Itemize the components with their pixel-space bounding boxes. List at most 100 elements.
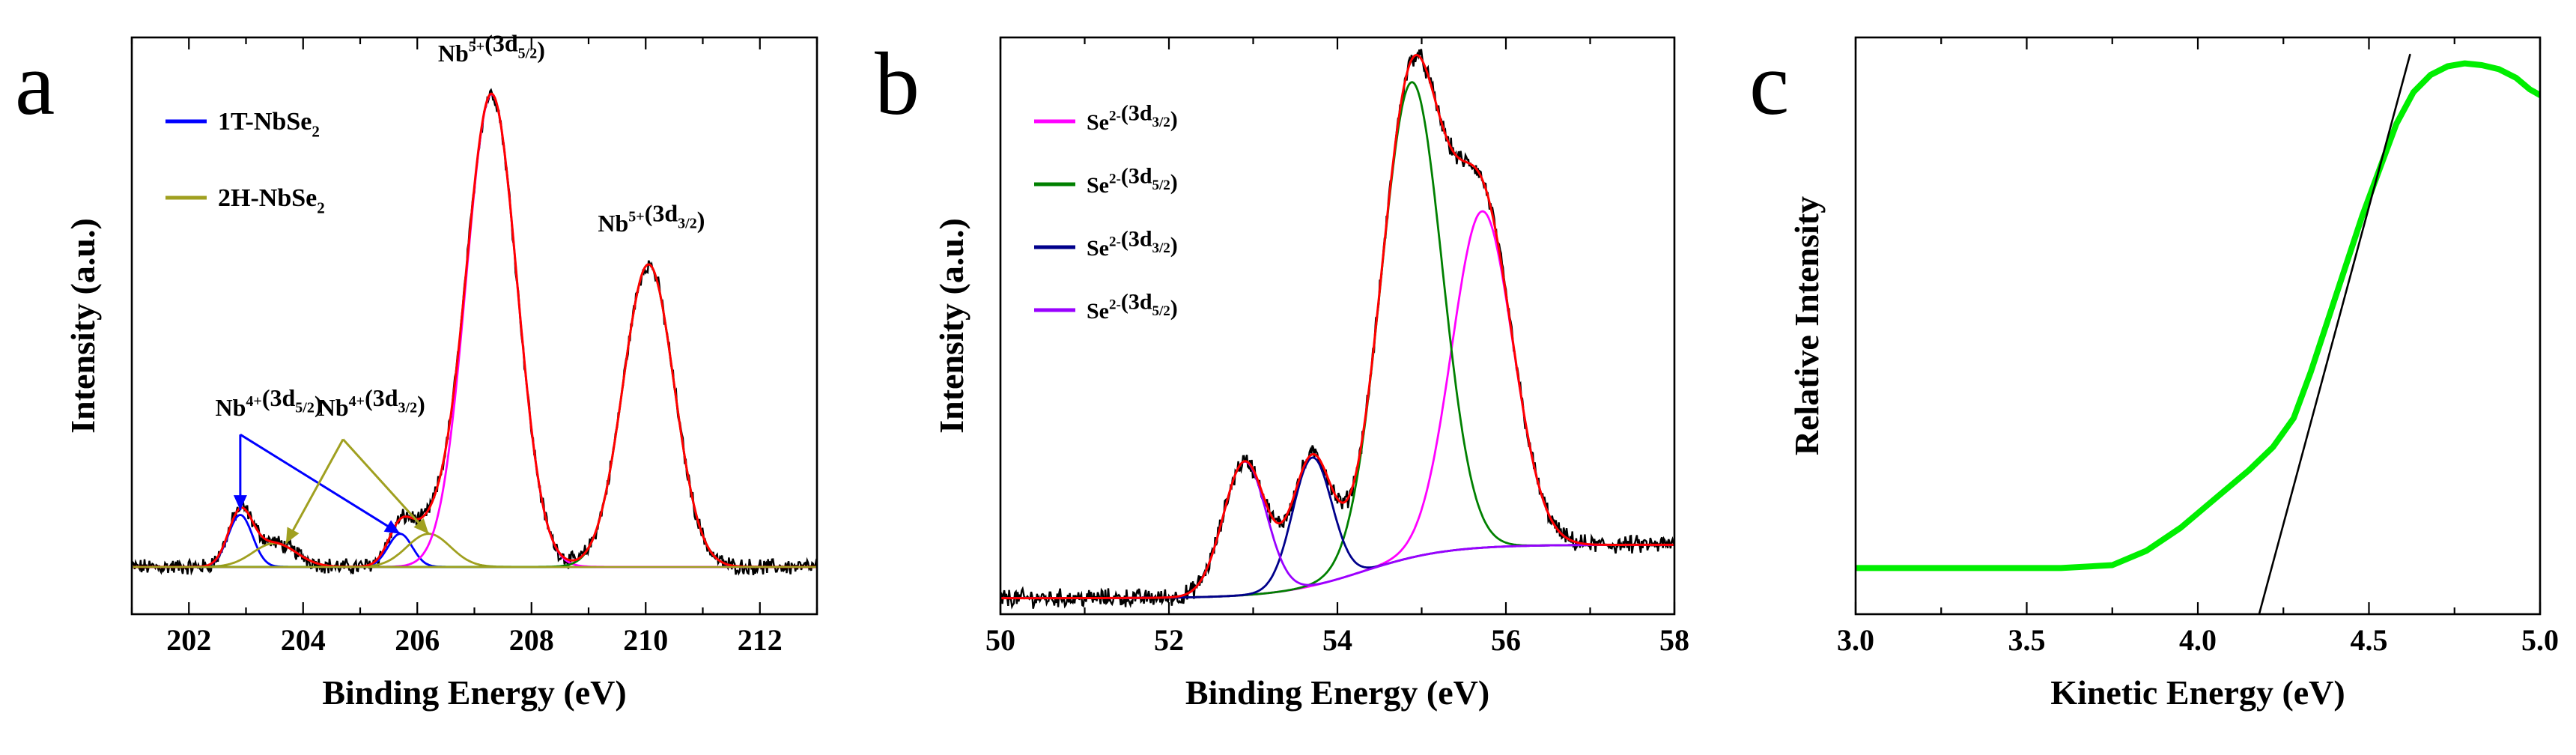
plot-area (1856, 53, 2540, 614)
annotation-arrowhead-2 (383, 520, 401, 534)
peak-annotation-4: Nb4+(3d3/2) (318, 384, 425, 421)
legend-label-4-part: Se (1087, 299, 1109, 324)
series-line-spectrum (1856, 60, 2540, 571)
legend-label-3-part: (3d (1121, 226, 1152, 251)
x-tick-label: 212 (738, 623, 783, 657)
peak-annotation-1-part: 5/2 (518, 45, 538, 61)
peak-annotation-3-part: ) (315, 391, 323, 418)
peak-annotation-2-part: (3d (645, 200, 678, 227)
peak-annotation-4-part: Nb (318, 394, 349, 421)
legend-label-2-part: 5/2 (1152, 178, 1170, 193)
legend-label-1-part: 3/2 (1152, 115, 1170, 130)
legend-label-4-part: 5/2 (1152, 303, 1170, 319)
x-tick-label: 50 (985, 623, 1015, 657)
x-tick-label: 4.0 (2179, 623, 2217, 657)
peak-annotation-2-part: 3/2 (678, 216, 697, 232)
peak-annotation-3-part: 4+ (246, 393, 261, 410)
peak-annotation-1-part: 5+ (469, 38, 484, 55)
annotation-arrow-3 (285, 438, 344, 545)
legend-label-1-part: 2 (312, 123, 320, 141)
legend-label-1-part: (3d (1121, 100, 1152, 125)
component-peak-3 (1000, 456, 1674, 599)
peak-annotation-4-part: ) (417, 391, 425, 418)
legend-label-3-part: 3/2 (1152, 240, 1170, 256)
series-line-fit (132, 92, 817, 568)
axes-frame (1854, 36, 2542, 616)
series-line-tangent (2258, 53, 2411, 614)
peak-annotation-3-part: 5/2 (295, 400, 315, 416)
x-axis-title: Binding Energy (eV) (322, 673, 626, 712)
peak-annotation-4-part: 3/2 (398, 400, 418, 416)
y-axis-title: Relative Intensity (1787, 196, 1826, 455)
series-line-raw (132, 88, 817, 576)
peak-annotation-1: Nb5+(3d5/2) (438, 29, 545, 66)
legend-label-2-part: 2H-NbSe (218, 184, 317, 212)
x-tick-label: 54 (1322, 623, 1352, 657)
peak-annotation-2: Nb5+(3d3/2) (598, 200, 705, 237)
legend-label-3-part: 2- (1109, 234, 1121, 249)
plot-area (1000, 49, 1674, 610)
peak-annotation-4-part: (3d (365, 384, 398, 411)
x-tick-label: 4.5 (2351, 623, 2388, 657)
panel-letter: a (15, 34, 55, 133)
peak-annotation-1-part: ) (537, 36, 545, 63)
x-tick-label: 204 (281, 623, 326, 657)
legend-label-1-part: Se (1087, 110, 1109, 135)
legend-label-4-part: (3d (1121, 289, 1152, 314)
component-peak-1 (132, 514, 817, 568)
legend-label-2: 2H-NbSe2 (218, 184, 325, 217)
x-tick-label: 210 (623, 623, 668, 657)
x-tick-label: 52 (1154, 623, 1184, 657)
panel-c: c 3.0 3.5 4.0 4.5 5.0 Kinetic Energy (eV) Relat… (1749, 34, 2559, 712)
peak-annotation-3-part: (3d (262, 384, 296, 411)
annotation-arrowhead-4 (413, 518, 429, 534)
panel-b: b Se2-(3d3/2)Se2-(3d5/2)Se2-(3d3/2)Se2-(3… (875, 34, 1689, 712)
legend-label-4-part: ) (1170, 296, 1178, 321)
y-axis-title: Intensity (a.u.) (932, 218, 970, 434)
series-line-raw (1000, 49, 1674, 610)
legend-label-2-part: 2- (1109, 171, 1121, 187)
legend-label-3: Se2-(3d3/2) (1087, 226, 1178, 261)
annotation-arrow-2 (240, 433, 401, 535)
x-tick-label: 5.0 (2521, 623, 2559, 657)
legend-label-1-part: 1T-NbSe (218, 108, 312, 136)
legend-label-4: Se2-(3d5/2) (1087, 289, 1178, 324)
legend-label-3-part: ) (1170, 233, 1178, 258)
legend-label-1: 1T-NbSe2 (218, 108, 320, 141)
peak-annotation-3: Nb4+(3d5/2) (216, 384, 323, 421)
legend-label-1-part: ) (1170, 107, 1178, 132)
x-tick-label: 58 (1659, 623, 1689, 657)
panel-letter: b (875, 34, 920, 133)
panel-letter: c (1749, 34, 1789, 133)
legend-label-2-part: (3d (1121, 163, 1152, 188)
x-tick-label: 206 (395, 623, 440, 657)
peak-annotation-4-part: 4+ (349, 393, 365, 410)
peak-annotation-2-part: Nb (598, 210, 628, 237)
annotation-arrowhead-3 (285, 527, 300, 544)
annotation-arrow-4 (342, 438, 430, 535)
peak-annotation-1-part: (3d (484, 29, 518, 56)
plot-area (132, 88, 817, 576)
annotation-arrowhead-1 (233, 495, 247, 511)
series-line-fit (1000, 53, 1674, 600)
x-axis-title: Kinetic Energy (eV) (2050, 673, 2345, 712)
x-tick-label: 56 (1491, 623, 1521, 657)
legend-label-3-part: Se (1087, 236, 1109, 261)
peak-annotation-1-part: Nb (438, 40, 469, 67)
legend-label-2-part: 2 (317, 199, 325, 217)
component-peak-4 (1000, 460, 1674, 599)
x-tick-label: 208 (509, 623, 554, 657)
legend-label-2: Se2-(3d5/2) (1087, 163, 1178, 198)
legend-label-2-part: ) (1170, 170, 1178, 195)
peak-annotation-3-part: Nb (216, 394, 246, 421)
legend-label-4-part: 2- (1109, 297, 1121, 312)
y-axis-title: Intensity (a.u.) (64, 218, 102, 434)
x-axis-title: Binding Energy (eV) (1185, 673, 1489, 712)
legend-label-2-part: Se (1087, 173, 1109, 198)
legend-label-1: Se2-(3d3/2) (1087, 100, 1178, 135)
x-tick-label: 202 (166, 623, 211, 657)
legend-label-1-part: 2- (1109, 108, 1121, 124)
panel-a: a Nb5+(3d5/2)Nb5+(3d3/2)Nb4+(3d5/2)Nb4+(3… (15, 29, 818, 712)
x-tick-label: 3.0 (1837, 623, 1874, 657)
